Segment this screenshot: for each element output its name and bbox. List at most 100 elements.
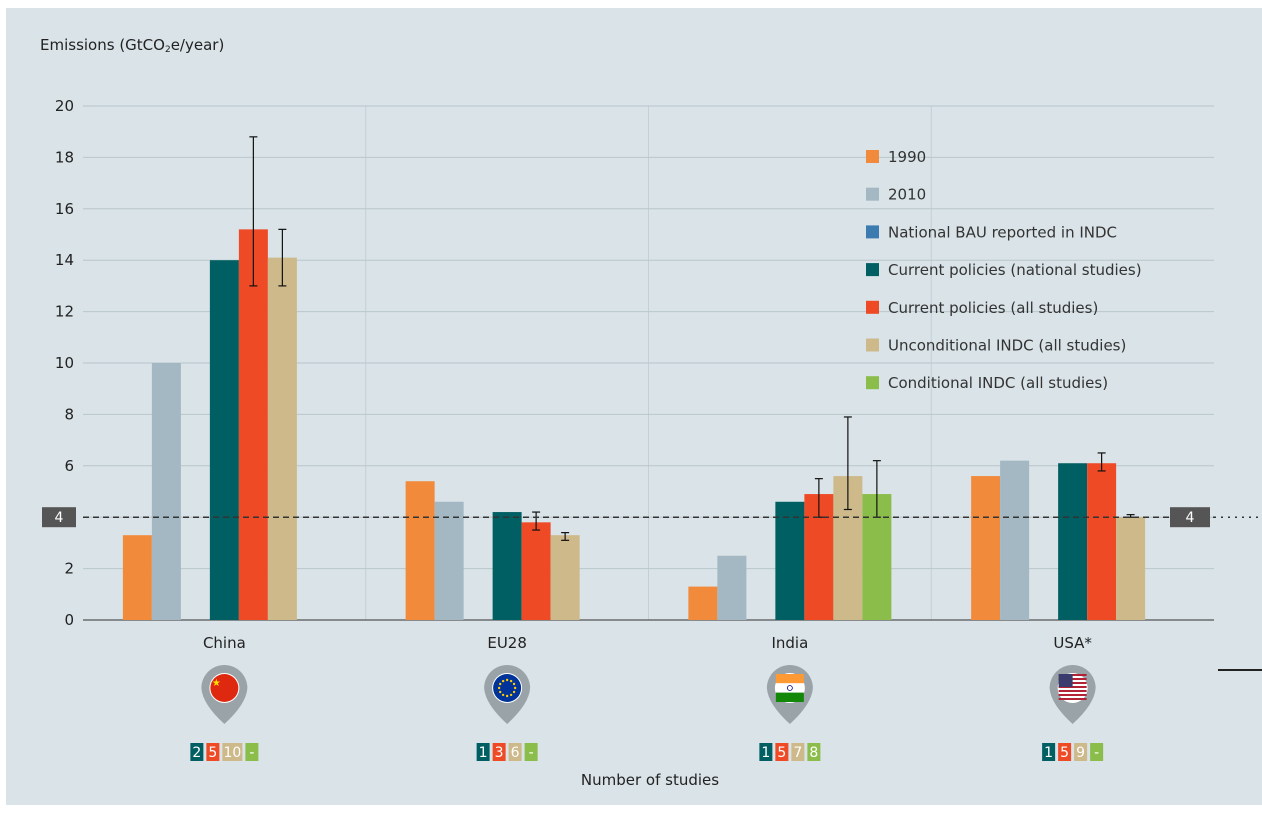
legend-swatch: [866, 300, 879, 314]
legend-label: Current policies (all studies): [888, 299, 1098, 317]
flag-field: [210, 674, 239, 702]
y-tick-label: 12: [55, 303, 74, 321]
study-count-badge: [791, 743, 805, 761]
flag-star: [505, 678, 509, 682]
flag-star: [509, 693, 513, 697]
y-tick-label: 18: [55, 148, 74, 166]
study-count-label: 8: [809, 745, 818, 761]
y-axis-label: Emissions (GtCO2e/year): [40, 36, 224, 55]
legend-label: National BAU reported in INDC: [888, 223, 1117, 241]
y-axis-label-main: Emissions (GtCO: [40, 36, 165, 54]
study-count-label: 3: [495, 745, 504, 761]
flag-stripe: [1058, 698, 1087, 700]
flag-field: [493, 674, 522, 702]
china-flag-icon: ★: [201, 665, 248, 724]
flag-star: [501, 679, 505, 683]
flag-star: [497, 686, 501, 690]
study-count-label: 5: [1060, 745, 1069, 761]
y-tick-label: 0: [64, 611, 74, 629]
flag-stripe: [1058, 694, 1087, 696]
study-count-label: 1: [1044, 745, 1053, 761]
flag-stripe: [1058, 690, 1087, 692]
bars-group: [122, 229, 1146, 621]
bar: [688, 586, 718, 620]
bar: [521, 522, 551, 620]
eu-flag-icon: [484, 665, 531, 724]
y-tick-label: 2: [64, 560, 74, 578]
y-tick-label: 6: [64, 457, 74, 475]
flag-star: [505, 694, 509, 698]
study-count-badge: [476, 743, 490, 761]
study-count-badge: [759, 743, 773, 761]
india-flag-icon: [766, 665, 813, 724]
reference-badge: [1170, 507, 1210, 528]
reference-badge-label: 4: [55, 510, 64, 526]
study-count-label: -: [249, 745, 254, 761]
legend-swatch: [866, 187, 879, 201]
study-count-badge: [508, 743, 522, 761]
bar: [1087, 463, 1117, 620]
bar: [775, 501, 805, 620]
legend-swatch: [866, 376, 879, 390]
x-tick-label: USA*: [1053, 634, 1092, 652]
y-axis-label-subscript: 2: [164, 45, 171, 55]
study-count-label: 10: [223, 745, 241, 761]
flag-star: [513, 686, 517, 690]
bar: [209, 260, 239, 620]
legend-swatch: [866, 263, 879, 277]
study-count-label: 5: [777, 745, 786, 761]
y-tick-label: 8: [64, 405, 74, 423]
study-count-badge: [1042, 743, 1056, 761]
study-count-badge: [190, 743, 204, 761]
usa-flag-icon: [1049, 665, 1096, 724]
y-axis-label-unit: e/year): [170, 36, 225, 54]
bar: [267, 257, 297, 620]
bar: [550, 535, 580, 620]
study-count-label: -: [1094, 745, 1099, 761]
study-count-label: -: [529, 745, 534, 761]
bar: [492, 512, 522, 620]
study-count-label: 2: [192, 745, 201, 761]
bar: [1116, 517, 1146, 620]
study-count-badge: [1074, 743, 1088, 761]
study-count-badge: [492, 743, 506, 761]
bar: [405, 481, 435, 620]
study-count-label: 9: [1076, 745, 1085, 761]
study-count-badge: [1058, 743, 1072, 761]
x-axis-title: Number of studies: [580, 771, 720, 789]
study-count-label: 5: [208, 745, 217, 761]
legend-label: 1990: [888, 148, 926, 166]
y-tick-label: 16: [55, 200, 74, 218]
y-tick-label: 20: [55, 97, 74, 115]
x-tick-label: China: [203, 634, 246, 652]
x-tick-label: India: [771, 634, 808, 652]
flag-star: ★: [212, 678, 221, 689]
bar: [1000, 460, 1030, 620]
x-tick-label: EU28: [487, 634, 527, 652]
study-count-label: 1: [761, 745, 770, 761]
flag-star: [498, 690, 502, 694]
study-count-label: 1: [479, 745, 488, 761]
flag-star: [512, 682, 516, 686]
legend-label: 2010: [888, 186, 926, 204]
flag-stripe: [775, 683, 804, 693]
y-tick-label: 14: [55, 251, 74, 269]
legend-swatch: [866, 150, 879, 163]
legend-label: Current policies (national studies): [888, 261, 1142, 279]
study-count-badge: [222, 743, 243, 761]
legend-label: Unconditional INDC (all studies): [888, 337, 1126, 355]
bar: [238, 229, 268, 621]
bar: [151, 363, 181, 620]
study-count-badge: [807, 743, 821, 761]
bar: [122, 535, 152, 620]
study-count-badge: [775, 743, 789, 761]
flag-canton: [1058, 674, 1073, 687]
bar: [717, 555, 747, 620]
study-count-label: 7: [793, 745, 802, 761]
study-count-badge: [206, 743, 220, 761]
reference-badge: [42, 507, 76, 528]
legend-swatch: [866, 225, 879, 239]
flag-star: [512, 690, 516, 694]
study-count-badge: [1090, 743, 1104, 761]
